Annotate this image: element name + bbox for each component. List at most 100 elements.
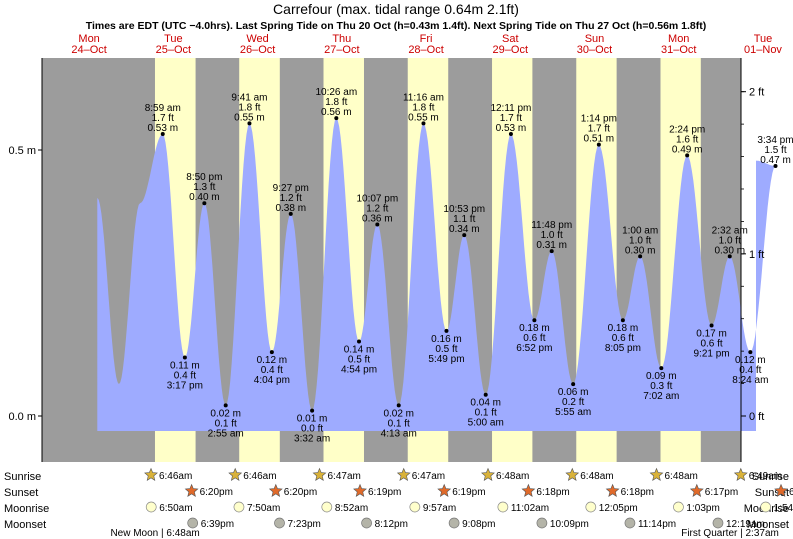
moonrise-icon <box>145 501 157 513</box>
high-tide-time: 3:34 pm <box>757 135 793 146</box>
left-axis-tick-label: 0.0 m <box>8 411 36 423</box>
sunrise-icon <box>228 467 243 481</box>
tide-point <box>685 153 690 158</box>
sunrise-icon <box>144 467 158 481</box>
row-label-left: Sunset <box>4 487 38 499</box>
low-tide-time: 9:21 pm <box>693 349 729 360</box>
high-tide-feet: 1.5 ft <box>764 145 786 156</box>
moonrise-time: 7:50am <box>247 503 280 514</box>
low-tide-feet: 0.6 ft <box>523 333 545 344</box>
tide-point <box>269 350 274 355</box>
row-label-right: Moonset <box>747 519 789 531</box>
tide-curve <box>97 118 776 431</box>
tide-point <box>659 366 664 371</box>
high-tide-feet: 1.7 ft <box>588 124 610 135</box>
low-tide-meters: 0.18 m <box>608 323 639 334</box>
day-of-week-label: Thu <box>332 33 351 45</box>
high-tide-feet: 1.8 ft <box>238 102 260 113</box>
low-tide-feet: 0.4 ft <box>261 365 283 376</box>
high-tide-feet: 1.2 ft <box>366 203 388 214</box>
high-tide-feet: 1.1 ft <box>453 214 475 225</box>
low-tide-meters: 0.11 m <box>170 360 200 371</box>
day-date-label: 27–Oct <box>324 44 359 56</box>
low-tide-time: 4:54 pm <box>341 365 377 376</box>
high-tide-time: 1:00 am <box>622 225 658 236</box>
sunset-time: 6:19pm <box>452 487 485 498</box>
sunset-icon <box>353 483 367 497</box>
low-tide-feet: 0.3 ft <box>650 381 672 392</box>
high-tide-meters: 0.47 m <box>760 155 791 166</box>
moonrise-time: 8:52am <box>335 503 368 514</box>
day-of-week-label: Fri <box>420 33 433 45</box>
tide-point <box>571 382 576 387</box>
moonset-icon <box>624 517 636 529</box>
high-tide-time: 8:59 am <box>145 103 181 114</box>
sunrise-time: 6:47am <box>412 471 445 482</box>
low-tide-meters: 0.02 m <box>383 408 414 419</box>
moon-phase-label: New Moon | 6:48am <box>110 528 199 539</box>
low-tide-feet: 0.0 ft <box>301 424 323 435</box>
low-tide-time: 5:00 am <box>468 418 504 429</box>
low-tide-time: 2:55 am <box>208 428 244 439</box>
high-tide-time: 11:48 pm <box>531 220 572 231</box>
moonset-time: 6:39pm <box>201 519 234 530</box>
sunrise-time: 6:46am <box>243 471 276 482</box>
sun-moon-rows: SunriseSunriseSunsetSunsetMoonriseMoonri… <box>4 467 793 539</box>
moonset-icon <box>274 517 285 529</box>
low-tide-time: 6:52 pm <box>516 343 552 354</box>
tide-point <box>357 339 362 344</box>
tide-point <box>160 132 165 137</box>
tide-point <box>223 403 228 408</box>
high-tide-feet: 1.0 ft <box>629 235 651 246</box>
low-tide-time: 5:55 am <box>555 407 591 418</box>
high-tide-time: 11:16 am <box>403 92 444 103</box>
low-tide-feet: 0.5 ft <box>435 344 457 355</box>
low-tide-time: 3:17 pm <box>167 380 203 391</box>
day-of-week-label: Tue <box>164 33 183 45</box>
low-tide-feet: 0.5 ft <box>348 355 370 366</box>
low-tide-feet: 0.1 ft <box>215 418 237 429</box>
moonrise-icon <box>585 501 597 513</box>
sunset-time: 6:17pm <box>705 487 738 498</box>
low-tide-feet: 0.6 ft <box>612 333 634 344</box>
tide-point <box>288 211 293 216</box>
sunset-time: 6:17pm <box>789 487 793 498</box>
high-tide-feet: 1.8 ft <box>325 97 347 108</box>
header: Carrefour (max. tidal range 0.64m 2.1ft)… <box>71 1 782 56</box>
low-tide-meters: 0.17 m <box>696 329 727 340</box>
moonset-time: 8:12pm <box>375 519 408 530</box>
moon-phase-label: First Quarter | 2:37am <box>681 528 779 539</box>
high-tide-feet: 1.7 ft <box>500 113 522 124</box>
moonset-icon <box>712 517 724 529</box>
low-tide-feet: 0.4 ft <box>739 365 761 376</box>
high-tide-meters: 0.53 m <box>496 123 527 134</box>
tide-point <box>375 222 380 227</box>
moonset-time: 12:19am <box>726 519 765 530</box>
sunrise-icon <box>396 467 411 481</box>
low-tide-feet: 0.1 ft <box>388 418 410 429</box>
tide-point <box>202 201 207 206</box>
low-tide-time: 8:05 pm <box>605 343 641 354</box>
high-tide-feet: 1.0 ft <box>719 235 741 246</box>
high-tide-meters: 0.55 m <box>408 112 439 123</box>
tide-point <box>638 254 643 259</box>
sunrise-icon <box>312 467 327 481</box>
day-of-week-label: Sun <box>585 33 605 45</box>
tide-labels: 8:59 am1.7 ft0.53 m0.11 m0.4 ft3:17 pm8:… <box>145 87 793 445</box>
tide-point <box>596 142 601 147</box>
moonset-icon <box>536 517 548 529</box>
moonset-time: 10:09pm <box>550 519 589 530</box>
day-date-label: 28–Oct <box>408 44 443 56</box>
right-axis-tick-label: 0 ft <box>749 411 764 423</box>
tide-point <box>444 328 449 333</box>
low-tide-meters: 0.16 m <box>431 334 462 345</box>
low-tide-meters: 0.01 m <box>297 414 328 425</box>
moonset-icon <box>187 517 199 529</box>
sunrise-time: 6:47am <box>328 471 361 482</box>
sunrise-icon <box>733 467 748 481</box>
day-of-week-label: Wed <box>246 33 268 45</box>
day-of-week-label: Mon <box>668 33 689 45</box>
tide-point <box>508 132 513 137</box>
sunrise-icon <box>649 467 664 481</box>
